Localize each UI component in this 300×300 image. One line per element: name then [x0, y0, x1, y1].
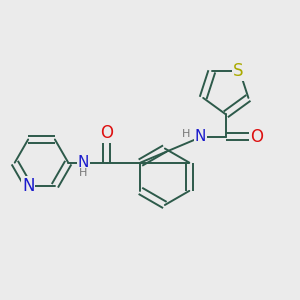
Text: H: H [182, 129, 190, 139]
Text: N: N [22, 177, 34, 195]
Text: O: O [250, 128, 263, 146]
Text: S: S [233, 62, 244, 80]
Text: N: N [195, 129, 206, 144]
Text: H: H [79, 168, 87, 178]
Text: N: N [77, 155, 89, 170]
Text: O: O [100, 124, 113, 142]
